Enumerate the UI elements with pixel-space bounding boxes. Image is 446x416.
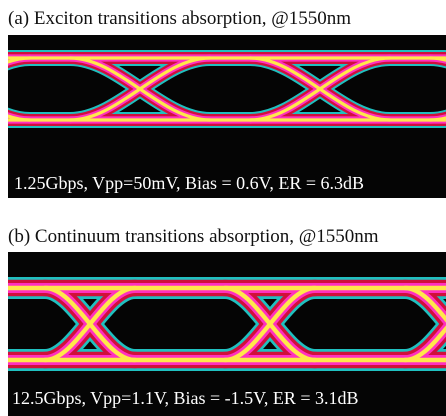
- annotation: 12.5Gbps, Vpp=1.1V, Bias = -1.5V, ER = 3…: [12, 388, 359, 408]
- annotation: 1.25Gbps, Vpp=50mV, Bias = 0.6V, ER = 6.…: [14, 173, 364, 193]
- caption: (b) Continuum transitions absorption, @1…: [8, 226, 379, 247]
- figure: (a) Exciton transitions absorption, @155…: [0, 0, 446, 416]
- caption: (a) Exciton transitions absorption, @155…: [8, 8, 351, 29]
- page: (a) Exciton transitions absorption, @155…: [0, 0, 446, 416]
